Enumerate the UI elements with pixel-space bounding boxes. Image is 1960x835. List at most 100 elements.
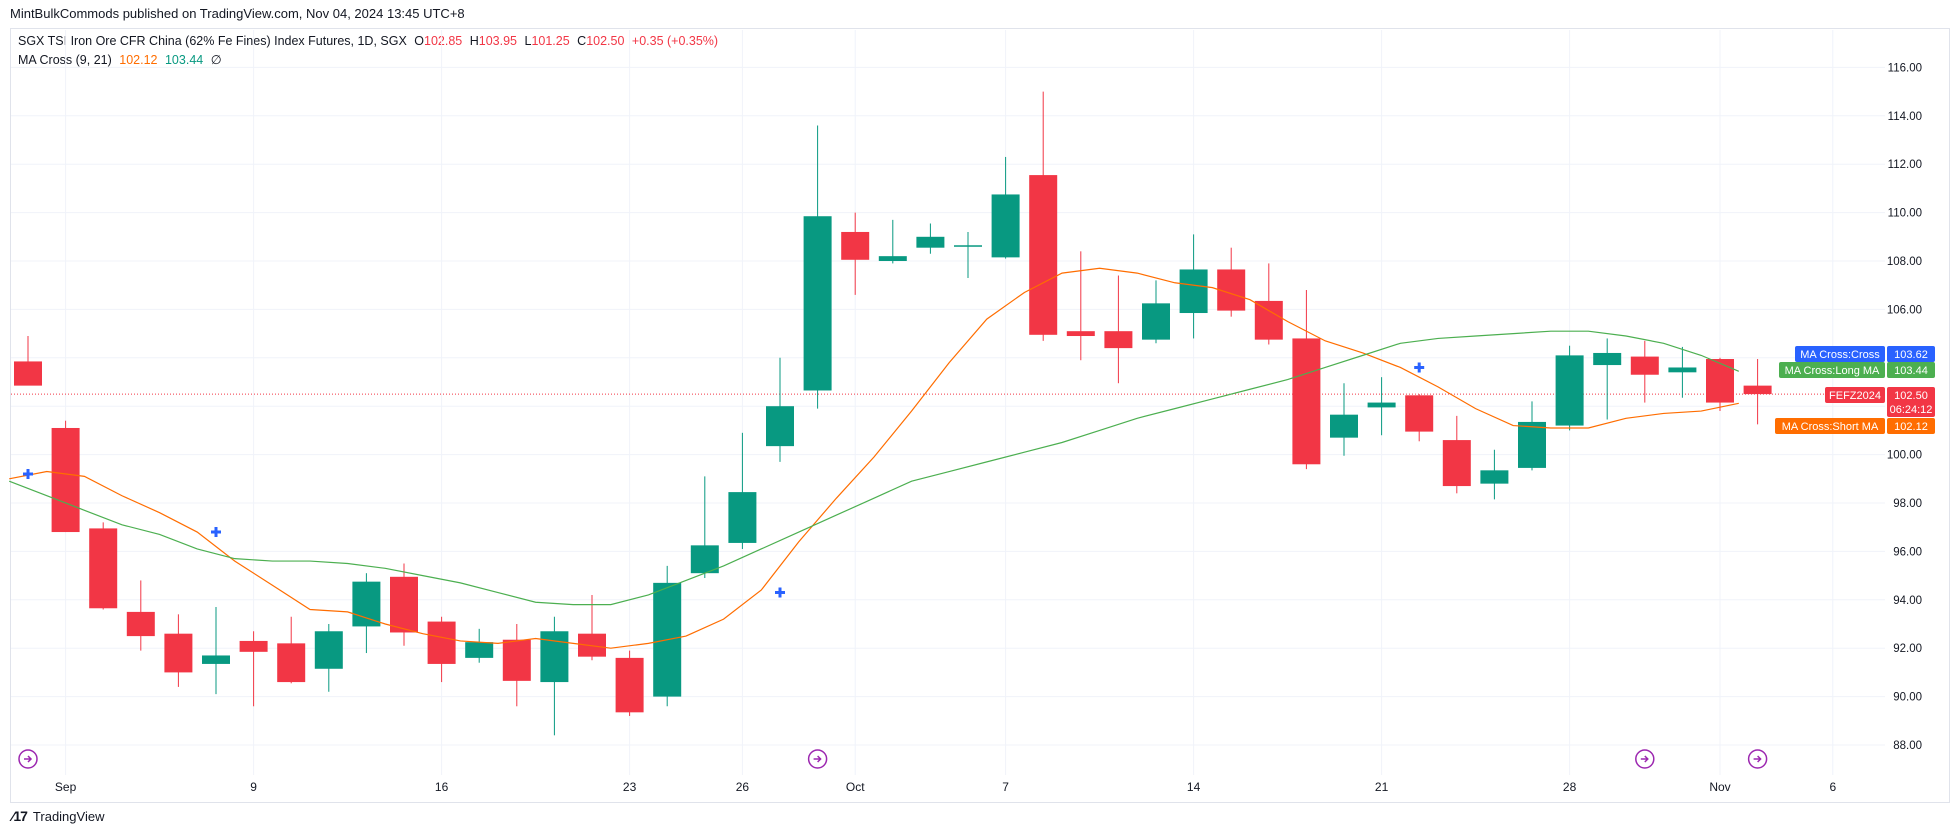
candle-body: [390, 576, 418, 633]
y-tick-label: 90.00: [1893, 692, 1922, 704]
countdown-value: 06:24:12: [1890, 404, 1933, 416]
y-tick-label: 106.00: [1887, 304, 1922, 316]
candle-body: [239, 640, 268, 652]
candle-body: [1442, 440, 1471, 487]
long-ma-label-value: 103.44: [1894, 365, 1928, 377]
chart-frame: [10, 28, 1950, 803]
candle-body: [164, 633, 193, 673]
cross-marker: [1414, 362, 1425, 373]
y-tick-label: 96.00: [1893, 546, 1922, 558]
tradingview-logo-icon: ⁄17: [12, 808, 28, 824]
candle-body: [1630, 356, 1659, 375]
low-value: 101.25: [531, 34, 570, 48]
candle-body: [1254, 300, 1283, 340]
cross-label-text: MA Cross:Cross: [1800, 349, 1880, 361]
symbol-price-label: FEFZ2024 102.50 06:24:12: [1825, 387, 1935, 417]
short-ma-line: [9, 267, 1739, 649]
candle-body: [277, 643, 306, 683]
symbol-legend: SGX TSI Iron Ore CFR China (62% Fe Fines…: [18, 34, 722, 48]
candle-body: [615, 657, 644, 713]
high-value: 103.95: [478, 34, 517, 48]
long-ma-label-text: MA Cross:Long MA: [1785, 365, 1880, 377]
short-ma-price-label: MA Cross:Short MA 102.12: [1775, 418, 1935, 434]
x-tick-label: 16: [435, 780, 449, 794]
x-axis[interactable]: Sep 9 16 23 26 Oct 7 14 21 28 Nov 6: [55, 780, 1837, 794]
event-arrow-icon: [1640, 755, 1649, 763]
candle-body: [578, 633, 606, 657]
symbol-label-text: FEFZ2024: [1829, 390, 1881, 402]
candle-body: [352, 581, 381, 627]
x-tick-label: 26: [736, 780, 750, 794]
candle-body: [1555, 355, 1584, 426]
candle-body: [51, 427, 80, 533]
indicator-name[interactable]: MA Cross (9, 21): [18, 53, 112, 67]
cross-price-label: MA Cross:Cross 103.62: [1795, 346, 1935, 362]
event-arrow-icon: [1753, 755, 1762, 763]
candle-body: [991, 194, 1020, 258]
candle-body: [1029, 175, 1058, 335]
change-value: +0.35 (+0.35%): [631, 34, 719, 48]
candle-body: [314, 631, 343, 669]
symbol-title[interactable]: SGX TSI Iron Ore CFR China (62% Fe Fines…: [18, 34, 407, 48]
candle-body: [202, 655, 230, 664]
open-label: O: [414, 34, 425, 48]
publisher-line: MintBulkCommods published on TradingView…: [10, 6, 465, 21]
candles: [14, 91, 1772, 736]
low-label: L: [524, 34, 532, 48]
candle-body: [1292, 338, 1321, 465]
candle-body: [841, 231, 870, 260]
short-ma-label-text: MA Cross:Short MA: [1782, 421, 1879, 433]
close-label: C: [577, 34, 587, 48]
cross-markers: [23, 362, 1425, 598]
cross-marker: [211, 527, 221, 538]
candle-body: [878, 256, 907, 261]
y-tick-label: 92.00: [1893, 643, 1922, 655]
candle-body: [690, 545, 719, 574]
candle-body: [1480, 470, 1509, 484]
candle-body: [1743, 385, 1772, 395]
candle-body: [766, 406, 794, 447]
candle-body: [89, 528, 118, 609]
candle-body: [1593, 352, 1622, 366]
candle-body: [14, 361, 42, 386]
y-tick-label: 112.00: [1888, 159, 1922, 171]
y-tick-label: 94.00: [1893, 595, 1922, 607]
x-tick-label: Sep: [55, 780, 77, 794]
candle-body: [916, 236, 945, 248]
y-tick-label: 110.00: [1888, 208, 1922, 220]
x-tick-label: 9: [250, 780, 257, 794]
footer[interactable]: ⁄17 TradingView: [12, 808, 104, 824]
short-ma-label-value: 102.12: [1894, 421, 1928, 433]
high-label: H: [469, 34, 479, 48]
candle-body: [1142, 303, 1170, 340]
candle-body: [1330, 414, 1358, 438]
x-tick-label: 28: [1563, 780, 1577, 794]
candle-body: [1179, 269, 1208, 314]
open-value: 102.85: [424, 34, 463, 48]
cross-marker: [23, 468, 33, 479]
candle-body: [954, 245, 982, 247]
event-markers: [18, 749, 1768, 769]
long-ma-price-label: MA Cross:Long MA 103.44: [1779, 362, 1935, 378]
candle-body: [427, 621, 456, 664]
candle-body: [1518, 421, 1546, 468]
y-tick-label: 108.00: [1887, 256, 1922, 268]
candle-body: [1405, 395, 1434, 432]
short-ma-value: 102.12: [119, 53, 158, 67]
close-value: 102.50: [586, 34, 625, 48]
y-tick-label: 98.00: [1893, 498, 1922, 510]
x-tick-label: 14: [1187, 780, 1201, 794]
x-tick-label: 21: [1375, 780, 1389, 794]
ma-lines: [8, 267, 1740, 649]
candle-body: [1668, 367, 1697, 373]
event-arrow-icon: [24, 755, 33, 763]
indicator-extra: ∅: [210, 53, 222, 67]
cross-marker: [775, 587, 785, 598]
candle-body: [803, 216, 832, 391]
candle-body: [540, 631, 569, 683]
candle-body: [1066, 331, 1095, 337]
x-tick-label: 7: [1002, 780, 1009, 794]
x-tick-label: Nov: [1709, 780, 1730, 794]
candle-body: [1706, 359, 1734, 403]
